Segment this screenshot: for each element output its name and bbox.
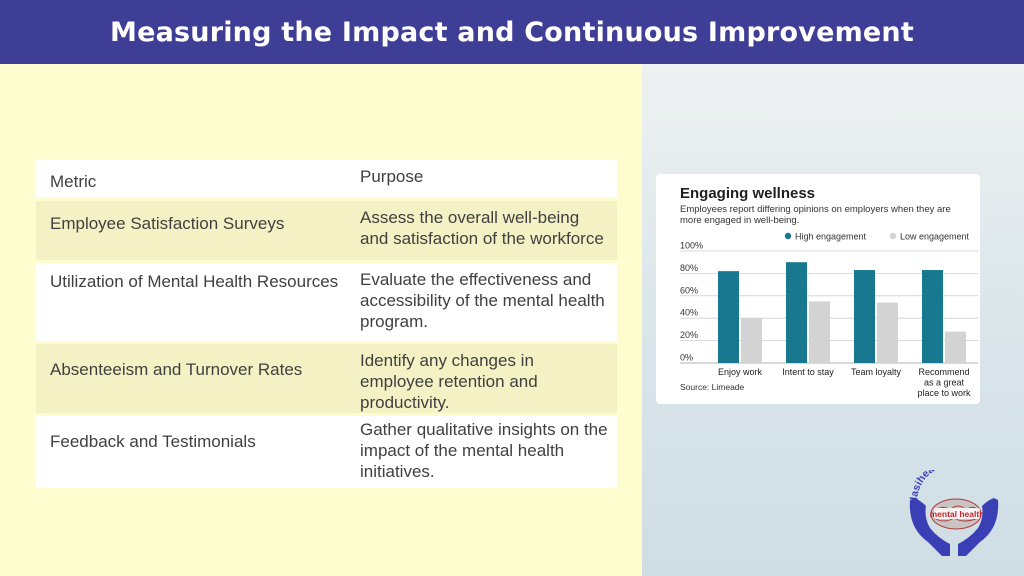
- metric-cell: Utilization of Mental Health Resources: [50, 272, 339, 291]
- metric-cell: Feedback and Testimonials: [50, 432, 256, 451]
- logo-badge-text: mental health: [930, 509, 985, 519]
- tulasihealthcare-logo: tulasihealthcare mental health: [904, 456, 1004, 560]
- x-tick-label: Team loyalty: [851, 367, 902, 377]
- legend-marker: [784, 232, 792, 240]
- x-tick-label: Intent to stay: [782, 367, 834, 377]
- bar: [809, 301, 830, 363]
- hands-icon: [909, 498, 999, 556]
- metric-cell: Employee Satisfaction Surveys: [50, 214, 285, 233]
- table-row: Utilization of Mental Health Resources E…: [36, 263, 617, 341]
- table-row: Feedback and Testimonials Gather qualita…: [36, 416, 617, 488]
- chart-source: Source: Limeade: [680, 382, 745, 392]
- chart-subtitle: Employees report differing opinions on e…: [680, 204, 951, 226]
- legend-label: Low engagement: [900, 232, 970, 242]
- chart-title: Engaging wellness: [680, 185, 815, 202]
- table-row: Absenteeism and Turnover Rates Identify …: [36, 344, 617, 413]
- chart-card: Engaging wellness Employees report differ…: [656, 174, 980, 404]
- y-tick-label: 0%: [680, 353, 693, 363]
- table-header-row: Metric Purpose: [36, 160, 617, 198]
- metrics-table: Metric Purpose Employee Satisfaction Sur…: [36, 160, 617, 488]
- bar: [718, 271, 739, 363]
- purpose-cell: Identify any changes in employee retenti…: [360, 351, 538, 412]
- bar: [786, 262, 807, 363]
- column-header-purpose: Purpose: [360, 167, 424, 186]
- x-tick-label: Recommend as a great place to work: [917, 367, 971, 398]
- bar: [854, 270, 875, 363]
- purpose-cell: Gather qualitative insights on the impac…: [360, 420, 608, 481]
- y-tick-label: 60%: [680, 285, 698, 295]
- y-tick-label: 20%: [680, 330, 698, 340]
- left-panel: [0, 64, 642, 576]
- x-tick-label: Enjoy work: [718, 367, 763, 377]
- slide-title: Measuring the Impact and Continuous Impr…: [110, 16, 914, 48]
- bar: [945, 331, 966, 363]
- bar: [922, 270, 943, 363]
- y-tick-label: 100%: [680, 241, 703, 251]
- legend-marker: [889, 232, 897, 240]
- bar-chart: Engaging wellness Employees report differ…: [680, 185, 978, 398]
- column-header-metric: Metric: [50, 172, 97, 191]
- bar: [741, 318, 762, 363]
- table-row: Employee Satisfaction Surveys Assess the…: [36, 201, 617, 260]
- purpose-cell: Assess the overall well-being and satisf…: [360, 208, 604, 248]
- slide-header: Measuring the Impact and Continuous Impr…: [0, 0, 1024, 64]
- legend-label: High engagement: [795, 232, 867, 242]
- bar: [877, 302, 898, 363]
- y-tick-label: 40%: [680, 308, 698, 318]
- metric-cell: Absenteeism and Turnover Rates: [50, 360, 303, 379]
- purpose-cell: Evaluate the effectiveness and accessibi…: [360, 270, 605, 331]
- y-tick-label: 80%: [680, 263, 698, 273]
